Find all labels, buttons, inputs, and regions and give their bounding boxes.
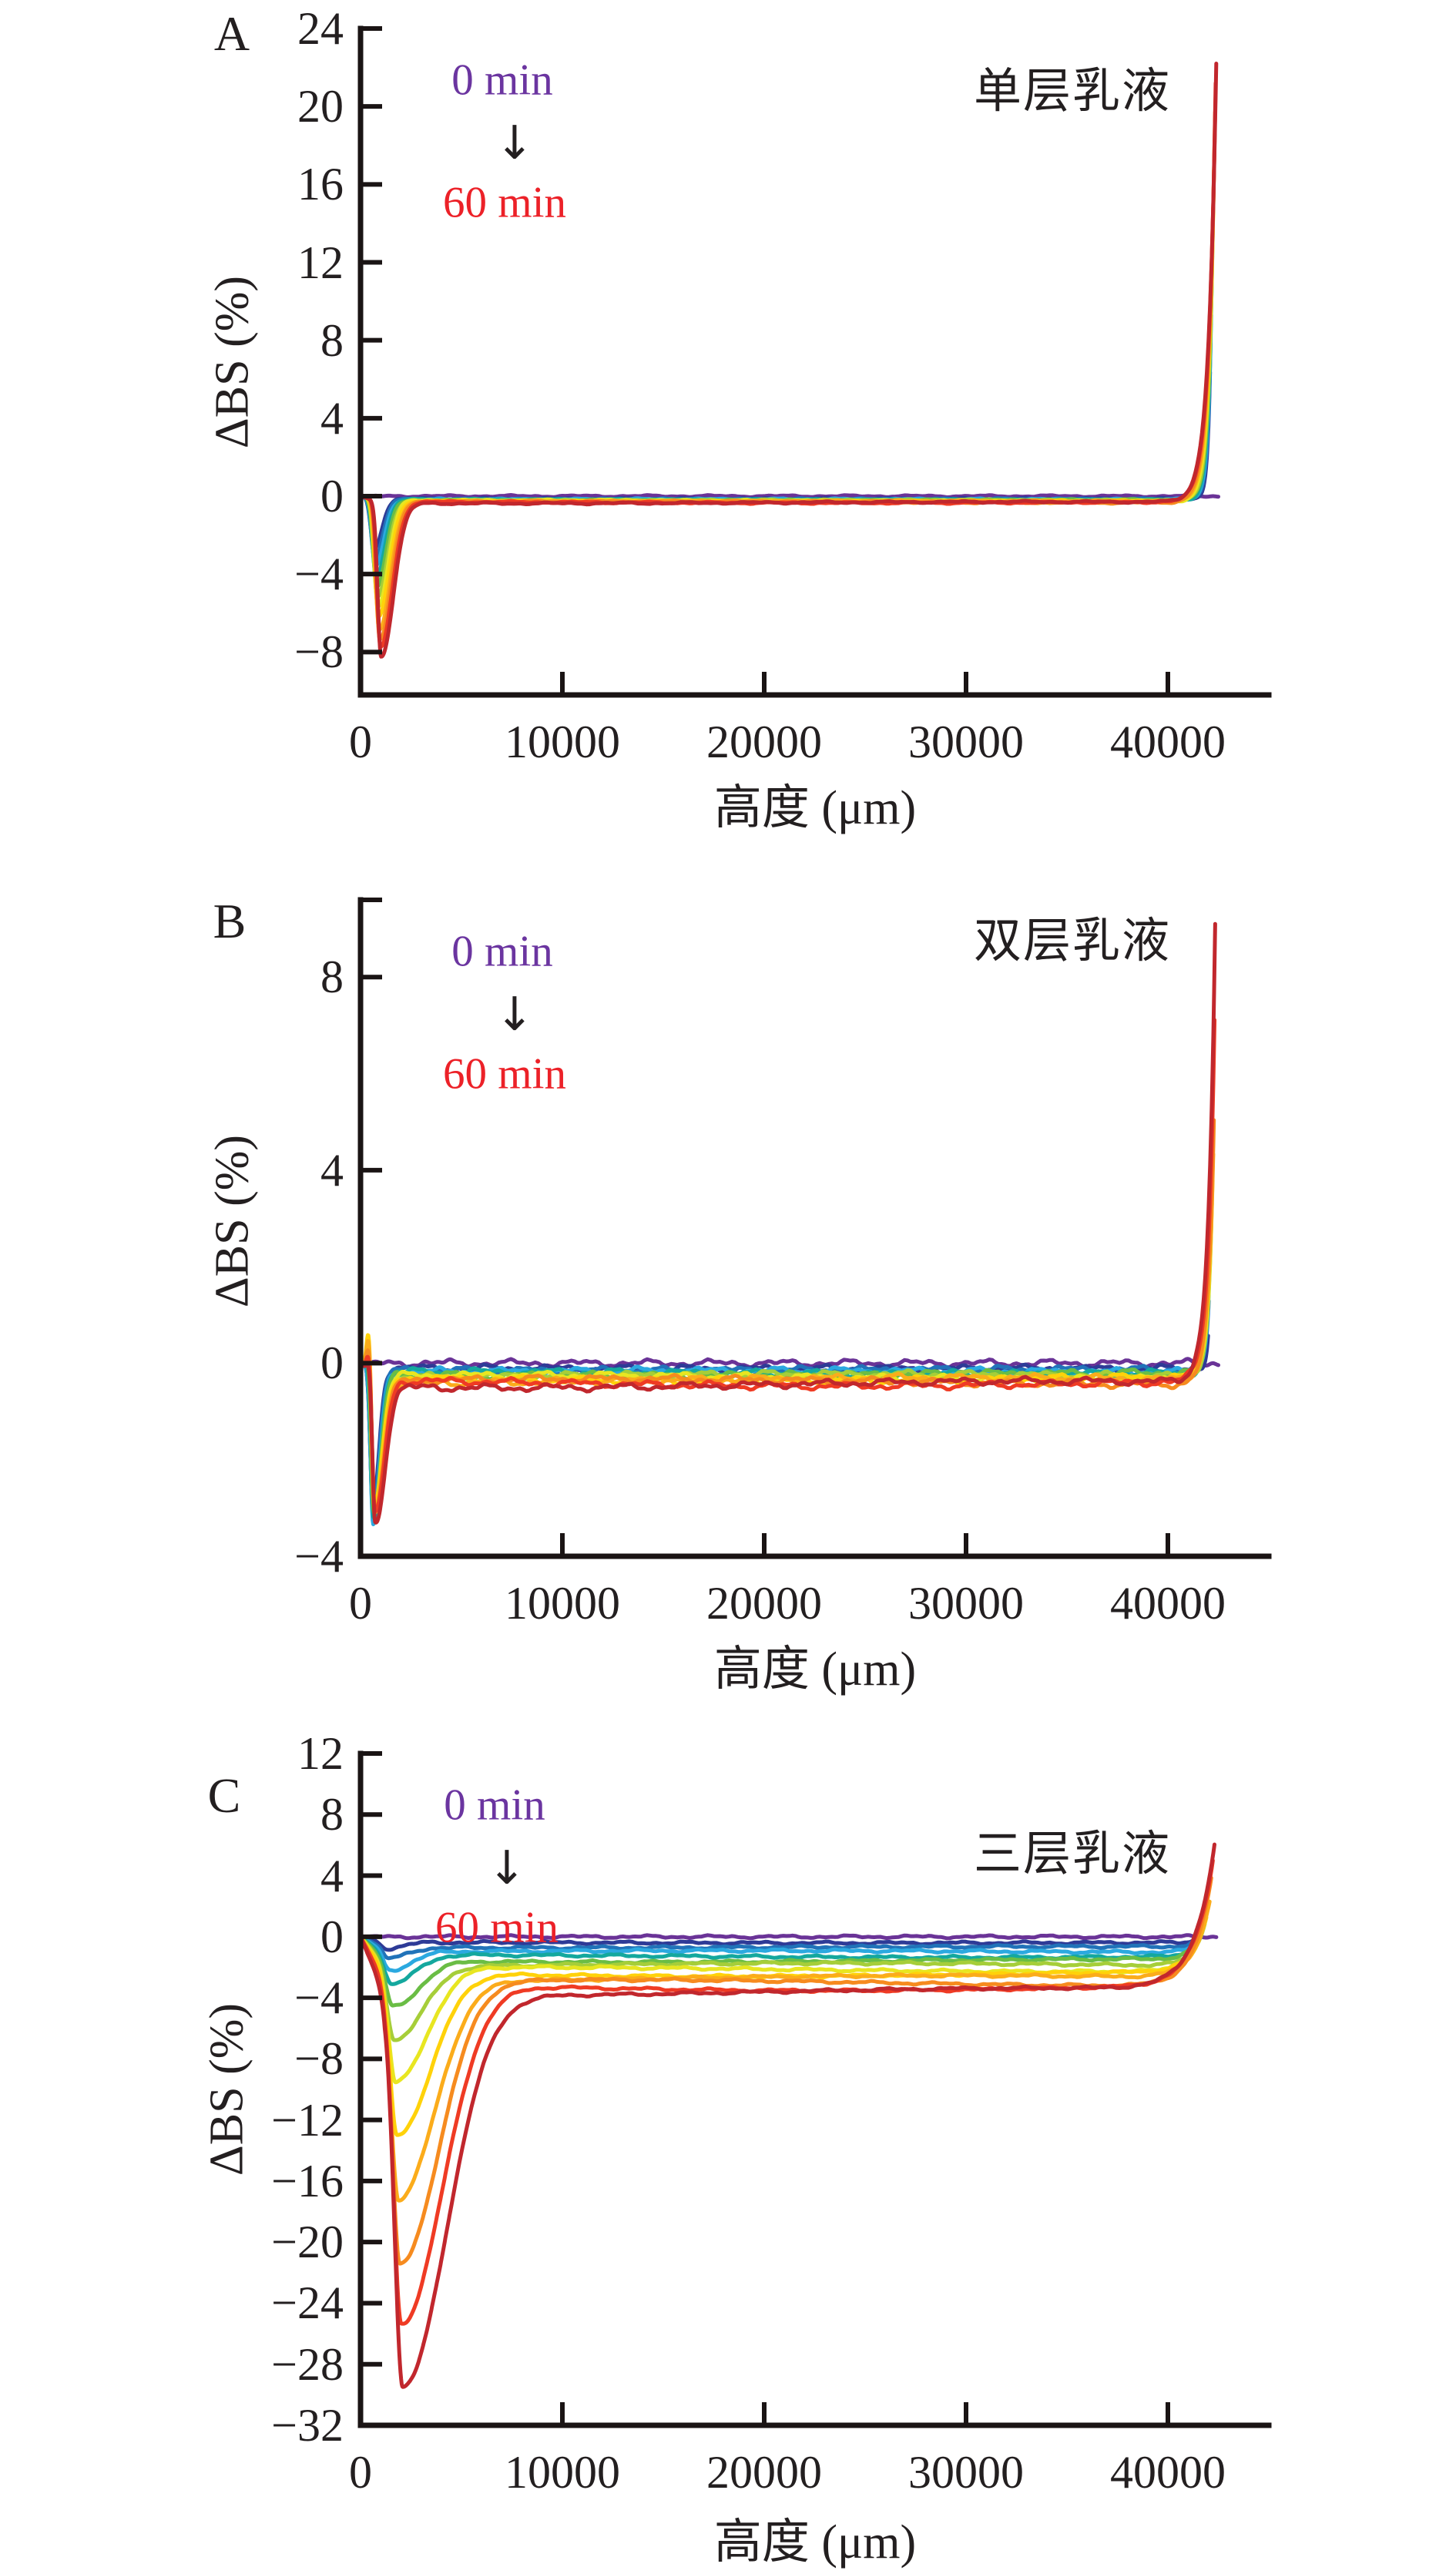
- series-line-b-40min: [358, 1178, 1215, 1506]
- series-line-a-35min: [358, 196, 1216, 609]
- y-tick-label: 4: [320, 392, 344, 444]
- series-line-a-60min: [358, 62, 1219, 659]
- series-line-c-5min: [358, 1935, 1199, 1952]
- x-tick-label: 10000: [505, 2447, 620, 2498]
- x-tick-label: 30000: [908, 716, 1024, 767]
- y-tick-label: 8: [320, 1789, 344, 1841]
- panel-c-legend-arrow-icon: ↓: [487, 1841, 527, 1895]
- y-tick-label: 8: [320, 314, 344, 366]
- series-line-c-60min: [358, 1842, 1216, 2389]
- series-line-c-30min: [358, 1921, 1207, 2042]
- panel-a-legend-end: 60 min: [443, 178, 566, 227]
- series-line-a-40min: [358, 168, 1216, 619]
- series-line-b-15min: [358, 1271, 1212, 1526]
- y-tick-label: −28: [271, 2338, 344, 2390]
- series-line-c-10min: [358, 1931, 1201, 1961]
- panel-b-title: 双层乳液: [973, 915, 1172, 968]
- series-line-a-30min: [358, 227, 1215, 599]
- y-tick-label: 0: [320, 1911, 344, 1962]
- x-tick-label: 30000: [908, 2447, 1024, 2498]
- panel-c-y-axis-label: ΔBS (%): [200, 2002, 253, 2176]
- y-tick-label: −32: [271, 2400, 344, 2451]
- y-tick-label: 8: [320, 951, 344, 1003]
- series-line-c-0min: [358, 1933, 1219, 1941]
- series-line-a-15min: [358, 313, 1213, 569]
- y-tick-label: 0: [320, 471, 344, 522]
- y-tick-label: 0: [320, 1337, 344, 1389]
- x-tick-label: 10000: [505, 1578, 620, 1629]
- panel-a-title: 单层乳液: [973, 65, 1172, 118]
- panel-c-legend-end: 60 min: [435, 1903, 559, 1952]
- x-tick-label: 20000: [706, 716, 822, 767]
- y-tick-label: −8: [294, 2033, 344, 2085]
- y-tick-label: 24: [297, 3, 344, 54]
- x-tick-label: 0: [349, 716, 372, 767]
- series-line-c-25min: [358, 1923, 1206, 2008]
- x-tick-label: 20000: [706, 2447, 822, 2498]
- y-tick-label: 16: [297, 159, 344, 210]
- series-line-a-5min: [358, 370, 1213, 550]
- x-tick-label: 20000: [706, 1578, 822, 1629]
- y-tick-label: 12: [297, 237, 344, 288]
- panel-c-x-axis-label: 高度 (μm): [713, 2516, 917, 2569]
- series-line-c-45min: [358, 1899, 1212, 2203]
- panel-c-letter: C: [207, 1768, 241, 1823]
- panel-a-legend-arrow-icon: ↓: [495, 116, 535, 170]
- series-line-c-15min: [358, 1931, 1203, 1973]
- panel-b-x-axis-label: 高度 (μm): [713, 1643, 917, 1696]
- x-tick-label: 40000: [1110, 2447, 1226, 2498]
- x-tick-label: 40000: [1110, 1578, 1226, 1629]
- y-tick-label: −4: [294, 1972, 344, 2024]
- y-tick-label: −4: [294, 1531, 344, 1582]
- y-tick-label: −24: [271, 2277, 344, 2329]
- panel-b-legend-start: 0 min: [451, 927, 553, 976]
- x-tick-label: 30000: [908, 1578, 1024, 1629]
- series-line-b-45min: [358, 1152, 1216, 1512]
- series-line-b-60min: [358, 921, 1217, 1525]
- panel-b-legend-arrow-icon: ↓: [495, 988, 535, 1042]
- y-tick-label: 4: [320, 1144, 344, 1196]
- series-line-b-35min: [358, 1201, 1214, 1508]
- y-tick-label: 4: [320, 1850, 344, 1901]
- series-line-b-10min: [358, 1299, 1211, 1517]
- series-line-a-25min: [358, 253, 1215, 589]
- x-tick-label: 0: [349, 2447, 372, 2498]
- panel-c-title: 三层乳液: [973, 1828, 1172, 1881]
- y-tick-label: −4: [294, 549, 344, 600]
- series-line-a-55min: [358, 81, 1218, 649]
- x-tick-label: 40000: [1110, 716, 1226, 767]
- series-line-a-10min: [358, 341, 1213, 561]
- panel-b-legend-end: 60 min: [443, 1049, 566, 1099]
- x-tick-label: 10000: [505, 716, 620, 767]
- series-line-b-50min: [358, 1118, 1216, 1515]
- y-tick-label: −12: [271, 2094, 344, 2146]
- y-tick-label: 20: [297, 81, 344, 133]
- panel-a-legend-start: 0 min: [451, 55, 553, 105]
- series-line-a-20min: [358, 283, 1214, 579]
- y-tick-label: −20: [271, 2217, 344, 2268]
- y-tick-label: −16: [271, 2155, 344, 2207]
- y-tick-label: 12: [297, 1728, 344, 1779]
- panel-b-letter: B: [213, 894, 247, 948]
- y-tick-label: −8: [294, 626, 344, 678]
- panel-a-letter: A: [213, 6, 250, 61]
- panel-c-legend-start: 0 min: [444, 1780, 545, 1830]
- x-tick-label: 0: [349, 1578, 372, 1629]
- panel-a-x-axis-label: 高度 (μm): [713, 782, 917, 834]
